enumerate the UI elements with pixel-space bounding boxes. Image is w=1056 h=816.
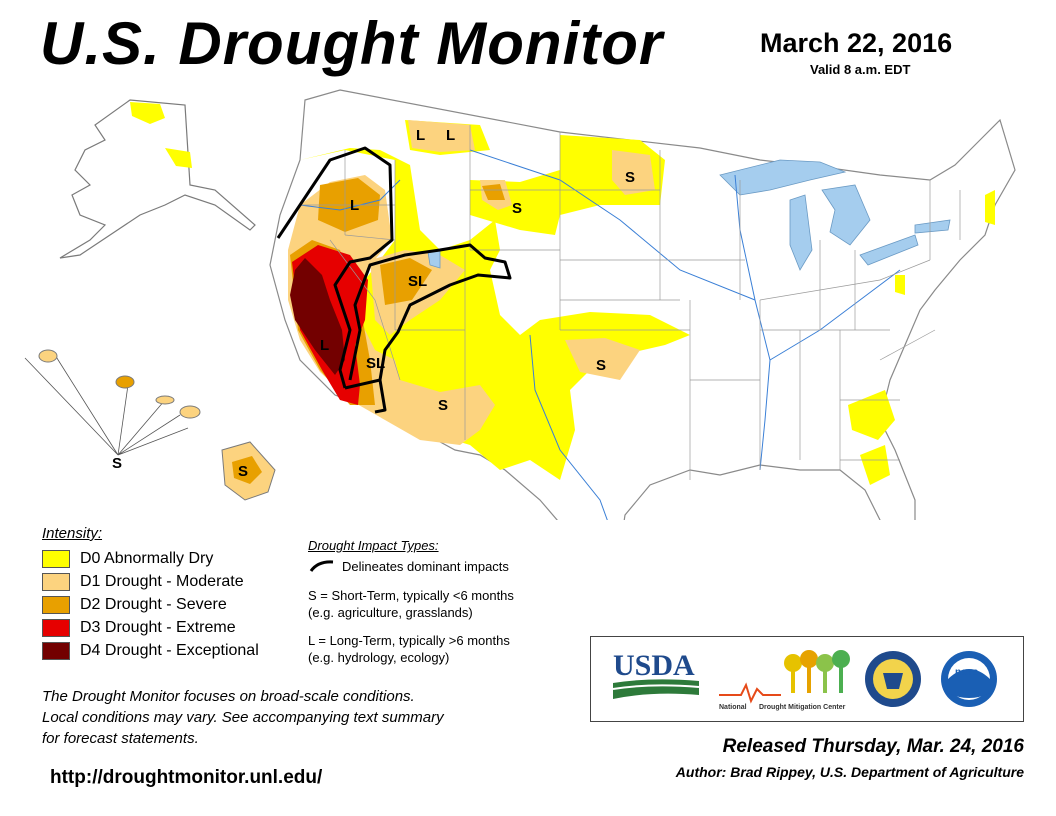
- impact-boundary-interior: [344, 243, 512, 390]
- svg-text:USDA: USDA: [613, 649, 695, 682]
- impact-label-hi-1: S: [112, 455, 122, 472]
- rio-grande: [529, 334, 608, 520]
- legend-swatch-d0: [42, 549, 70, 568]
- impact-short-term-examples: (e.g. agriculture, grasslands): [308, 605, 473, 620]
- d0-southeast-sc: [860, 445, 890, 485]
- disclaimer-line-2: Local conditions may vary. See accompany…: [42, 709, 444, 726]
- logos-graphic: USDA National Drought Mitigation Center: [612, 649, 997, 711]
- legend-swatch-d4: [42, 641, 70, 660]
- hawaii-leader-lines: [24, 354, 189, 456]
- release-date: Released Thursday, Mar. 24, 2016: [722, 736, 1024, 757]
- impact-boundary-az: [374, 379, 387, 414]
- hawaii-oahu: [115, 375, 135, 389]
- d1-montana: [408, 120, 475, 152]
- disclaimer-line-1: The Drought Monitor focuses on broad-sca…: [42, 688, 415, 705]
- ohio-river: [769, 269, 901, 361]
- impact-label-mt-2: L: [446, 127, 455, 144]
- alaska-map: [59, 99, 256, 259]
- impact-long-term-examples: (e.g. hydrology, ecology): [308, 650, 450, 665]
- impact-short-term: S = Short-Term, typically <6 months: [308, 588, 514, 603]
- agency-logos: USDA National Drought Mitigation Center: [590, 636, 1024, 722]
- d2-utah: [380, 258, 432, 305]
- legend-swatch-d3: [42, 618, 70, 637]
- lake-ontario: [914, 219, 951, 234]
- lake-erie: [859, 234, 919, 266]
- impact-label-wy: S: [512, 200, 522, 217]
- hawaii-molokai: [155, 395, 175, 405]
- state-borders: [300, 125, 961, 480]
- missouri-river: [469, 149, 756, 301]
- legend-title: Intensity:: [42, 525, 103, 542]
- impact-label-az-sl: SL: [366, 355, 385, 372]
- legend-item-d3: D3 Drought - Extreme: [42, 616, 259, 639]
- ndmc-logo: National Drought Mitigation Center: [719, 650, 850, 711]
- impact-line-legend: Delineates dominant impacts: [308, 558, 509, 574]
- impact-label-hi-2: S: [238, 463, 248, 480]
- lake-huron: [821, 184, 871, 246]
- legend-item-d1: D1 Drought - Moderate: [42, 570, 259, 593]
- legend-label-d1: D1 Drought - Moderate: [80, 572, 244, 590]
- svg-text:noaa: noaa: [955, 667, 979, 678]
- valid-time: Valid 8 a.m. EDT: [810, 62, 911, 77]
- boundary-line-icon: [309, 560, 334, 572]
- alaska-d0-area-2: [165, 148, 192, 168]
- alaska-d0-area: [130, 102, 165, 124]
- impact-label-mt-1: L: [416, 127, 425, 144]
- legend-label-d0: D0 Abnormally Dry: [80, 549, 214, 567]
- impact-label-ut: SL: [408, 273, 427, 290]
- hawaii-maui: [179, 405, 201, 419]
- d4-california: [290, 258, 345, 375]
- author-credit: Author: Brad Rippey, U.S. Department of …: [675, 764, 1024, 780]
- drought-monitor-link[interactable]: http://droughtmonitor.unl.edu/: [50, 767, 323, 788]
- legend-swatch-d1: [42, 572, 70, 591]
- conus-map: L L L S S SL L SL S S S S L: [112, 89, 1016, 520]
- legend-label-d3: D3 Drought - Extreme: [80, 618, 236, 636]
- impact-label-az-s: S: [438, 397, 448, 414]
- lake-michigan: [789, 194, 813, 271]
- impact-line-label: Delineates dominant impacts: [342, 558, 509, 574]
- disclaimer-note: The Drought Monitor focuses on broad-sca…: [42, 686, 444, 749]
- d0-southeast-ga: [848, 390, 895, 440]
- alaska-outline: [59, 99, 256, 259]
- svg-text:National: National: [719, 704, 747, 711]
- impact-label-ok: S: [596, 357, 606, 374]
- d1-oklahoma: [565, 338, 640, 380]
- usda-logo: USDA: [612, 649, 700, 699]
- disclaimer-line-3: for forecast statements.: [42, 730, 199, 747]
- impact-label-ca: L: [320, 337, 329, 354]
- hawaii-map: [24, 349, 276, 501]
- svg-text:Drought Mitigation Center: Drought Mitigation Center: [759, 704, 846, 711]
- d0-ohio: [895, 275, 905, 295]
- impact-label-pnw: L: [350, 197, 359, 214]
- noaa-logo: noaa: [941, 651, 997, 707]
- d1-dakota: [612, 150, 655, 195]
- hawaii-big-island-d2: [232, 456, 262, 484]
- legend-item-d4: D4 Drought - Exceptional: [42, 639, 259, 662]
- lake-superior: [719, 159, 847, 196]
- intensity-legend: D0 Abnormally Dry D1 Drought - Moderate …: [42, 547, 259, 662]
- impact-boundary-west: [276, 146, 394, 389]
- hawaii-kauai: [38, 349, 58, 363]
- impact-long-term: L = Long-Term, typically >6 months: [308, 633, 510, 648]
- impact-label-nd: S: [625, 169, 635, 186]
- legend-swatch-d2: [42, 595, 70, 614]
- commerce-seal: [865, 651, 921, 707]
- legend-label-d4: D4 Drought - Exceptional: [80, 641, 259, 659]
- map-date: March 22, 2016: [760, 28, 953, 58]
- d2-wyoming: [482, 184, 505, 200]
- legend-item-d2: D2 Drought - Severe: [42, 593, 259, 616]
- legend-item-d0: D0 Abnormally Dry: [42, 547, 259, 570]
- impact-types-title: Drought Impact Types:: [308, 538, 439, 553]
- legend-label-d2: D2 Drought - Severe: [80, 595, 227, 613]
- drought-map: L L L S S SL L SL S S S S L: [24, 89, 1016, 520]
- d0-northeast: [985, 190, 995, 225]
- map-title: U.S. Drought Monitor: [40, 10, 664, 77]
